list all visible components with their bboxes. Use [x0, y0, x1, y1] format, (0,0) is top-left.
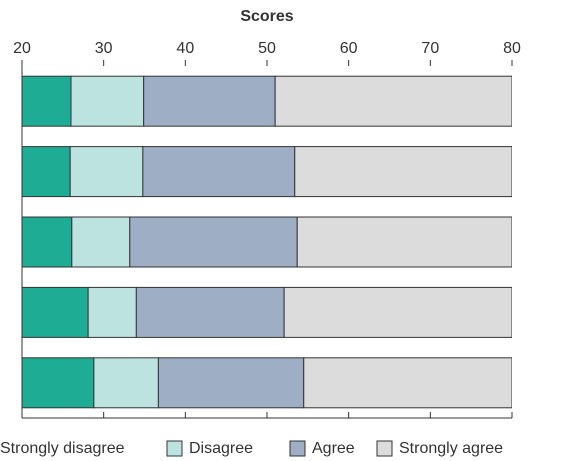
- x-tick-label: 60: [340, 40, 358, 57]
- bar-segment: [143, 75, 276, 127]
- legend-label: Agree: [312, 440, 355, 457]
- bar-segment: [22, 286, 89, 338]
- bar-segment: [93, 357, 159, 409]
- x-tick-label: 20: [13, 40, 31, 57]
- legend-swatch: [376, 440, 393, 457]
- bar-segment: [303, 357, 512, 409]
- bar-segment: [274, 75, 512, 127]
- legend-swatch: [166, 440, 183, 457]
- bar-segment: [135, 286, 285, 338]
- bar-segment: [22, 357, 95, 409]
- bar-segment: [129, 216, 298, 268]
- bar-segment: [71, 216, 131, 268]
- x-tick-label: 70: [421, 40, 439, 57]
- bar-segment: [22, 75, 72, 127]
- x-tick-label: 50: [258, 40, 276, 57]
- bar-segment: [70, 75, 145, 127]
- bar-segment: [294, 146, 512, 198]
- bar-segment: [283, 286, 512, 338]
- bar-segment: [87, 286, 137, 338]
- legend-label: Disagree: [189, 440, 253, 457]
- x-tick-label: 30: [95, 40, 113, 57]
- plot-area: [22, 75, 512, 409]
- legend-swatch: [289, 440, 306, 457]
- chart-title: Scores: [240, 8, 293, 25]
- bar-segment: [69, 146, 144, 198]
- bar-segment: [157, 357, 305, 409]
- bar-segment: [22, 216, 73, 268]
- bar-segment: [142, 146, 296, 198]
- bar-segment: [22, 146, 71, 198]
- legend-label: Strongly agree: [399, 440, 503, 457]
- x-tick-label: 40: [176, 40, 194, 57]
- x-tick-label: 80: [503, 40, 521, 57]
- legend-label: Strongly disagree: [0, 440, 125, 457]
- bar-segment: [296, 216, 512, 268]
